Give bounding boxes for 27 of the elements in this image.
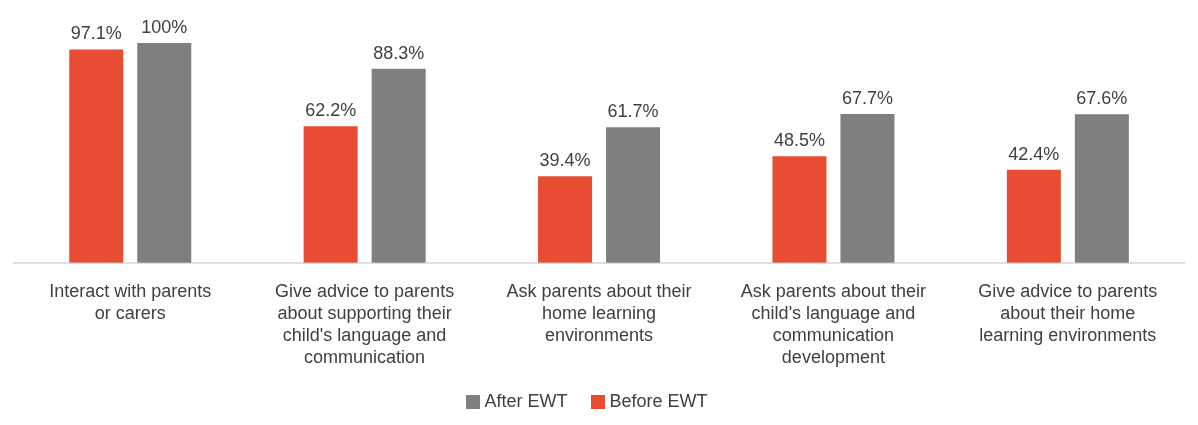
bar <box>840 114 895 263</box>
bar <box>69 49 124 263</box>
data-label: 39.4% <box>539 150 591 171</box>
data-label: 67.7% <box>841 88 893 109</box>
bar <box>538 176 593 263</box>
bar <box>137 43 192 263</box>
legend-label: After EWT <box>484 391 568 411</box>
x-tick-label: Interact with parents or carers <box>49 281 212 323</box>
x-tick-label: Ask parents about their home learning environments <box>506 281 692 345</box>
bar <box>303 126 358 263</box>
data-label: 88.3% <box>373 42 425 63</box>
data-label: 42.4% <box>1008 143 1060 164</box>
x-tick-label: Give advice to parents about their home learning environments <box>978 281 1158 345</box>
data-label: 62.2% <box>305 100 357 121</box>
x-tick-label: Ask parents about their child's language and communication development <box>740 281 926 367</box>
x-tick-label: Give advice to parents about supporting their child's language and communication <box>275 281 455 367</box>
bar <box>772 156 827 263</box>
bar <box>1006 169 1061 263</box>
legend-label: Before EWT <box>609 391 708 411</box>
bar <box>371 68 426 263</box>
data-label: 61.7% <box>607 101 659 122</box>
data-label: 48.5% <box>773 130 825 151</box>
data-label: 67.6% <box>1076 88 1128 109</box>
data-label: 100% <box>141 17 188 37</box>
bar <box>606 127 661 263</box>
bar <box>1074 114 1129 263</box>
data-label: 97.1% <box>70 23 122 44</box>
